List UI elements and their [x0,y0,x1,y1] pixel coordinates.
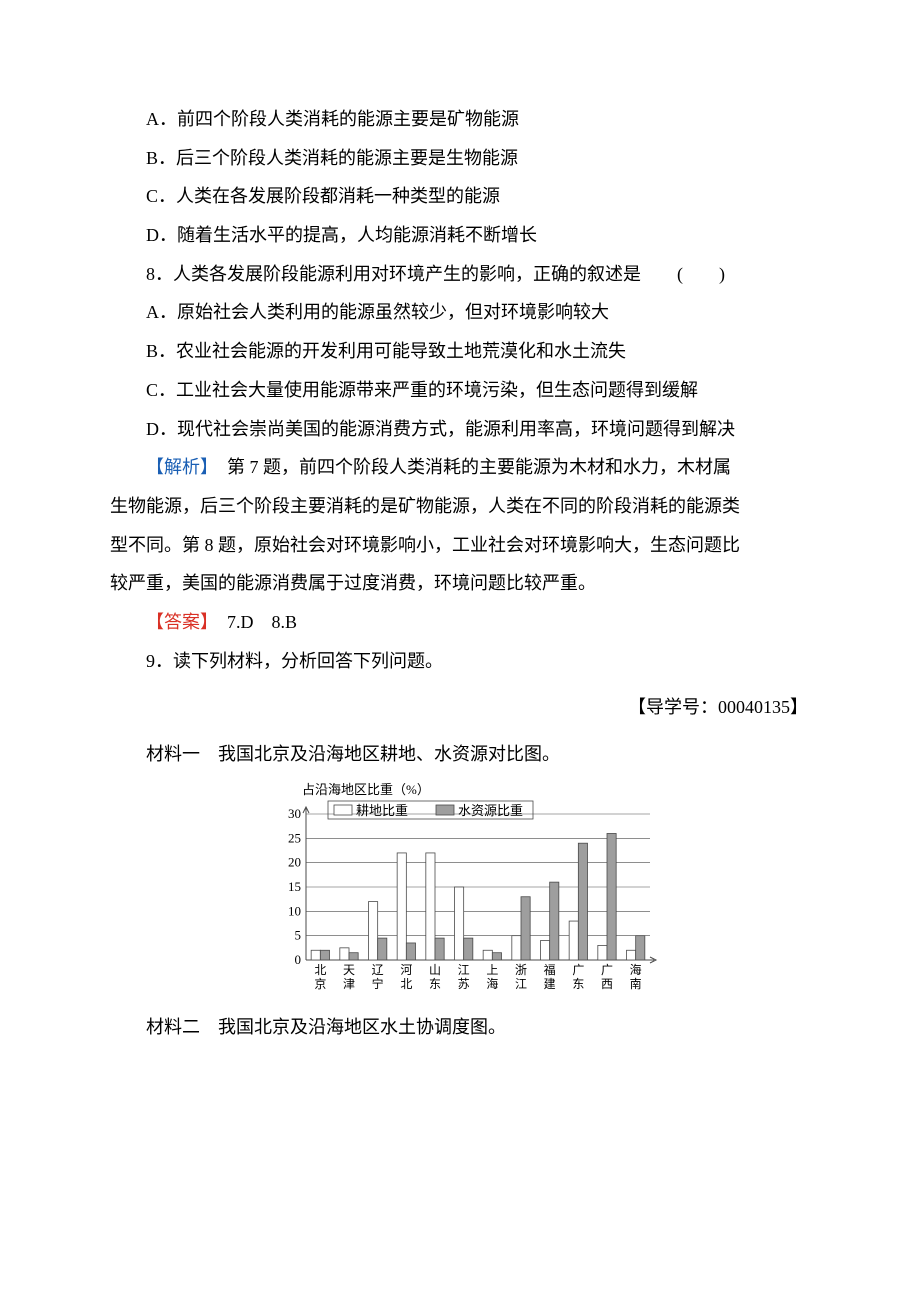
q8-stem: 8．人类各发展阶段能源利用对环境产生的影响，正确的叙述是 ( ) [110,255,810,294]
explain-label: 【解析】 [146,457,209,477]
svg-text:苏: 苏 [458,977,470,991]
q9-stem: 9．读下列材料，分析回答下列问题。 [110,642,810,681]
svg-text:津: 津 [343,977,355,991]
svg-text:宁: 宁 [372,976,384,991]
q8-option-b: B．农业社会能源的开发利用可能导致土地荒漠化和水土流失 [110,332,810,371]
svg-text:15: 15 [288,879,301,894]
answer-text: 7.D 8.B [209,612,297,632]
chart-container: 占沿海地区比重（%）051015202530耕地比重水资源比重北京天津辽宁河北山… [110,778,810,998]
q8-option-c: C．工业社会大量使用能源带来严重的环境污染，但生态问题得到缓解 [110,371,810,410]
svg-text:东: 东 [429,977,441,991]
svg-text:南: 南 [630,976,642,991]
explain-line2: 生物能源，后三个阶段主要消耗的是矿物能源，人类在不同的阶段消耗的能源类 [110,487,810,526]
svg-text:广: 广 [572,963,584,977]
q8-option-a: A．原始社会人类利用的能源虽然较少，但对环境影响较大 [110,293,810,332]
answer-line: 【答案】 7.D 8.B [110,603,810,642]
svg-text:辽: 辽 [372,963,384,977]
svg-text:江: 江 [458,963,470,977]
reference-number: 【导学号：00040135】 [110,688,810,727]
answer-label: 【答案】 [146,612,209,632]
svg-text:西: 西 [601,977,613,991]
svg-text:占沿海地区比重（%）: 占沿海地区比重（%） [302,782,430,797]
explain-text1: 第 7 题，前四个阶段人类消耗的主要能源为木材和水力，木材属 [209,457,731,477]
svg-text:建: 建 [544,977,556,991]
option-d: D．随着生活水平的提高，人均能源消耗不断增长 [110,216,810,255]
svg-text:山: 山 [429,963,441,977]
svg-text:福: 福 [544,962,556,977]
svg-text:北: 北 [400,977,412,991]
svg-text:25: 25 [288,830,301,845]
explain-line4: 较严重，美国的能源消费属于过度消费，环境问题比较严重。 [110,564,810,603]
svg-text:天: 天 [343,963,355,977]
svg-text:东: 东 [572,977,584,991]
q8-option-d: D．现代社会崇尚美国的能源消费方式，能源利用率高，环境问题得到解决 [110,410,810,449]
explain-line3: 型不同。第 8 题，原始社会对环境影响小，工业社会对环境影响大，生态问题比 [110,526,810,565]
material2-title: 材料二 我国北京及沿海地区水土协调度图。 [110,1008,810,1047]
material1-title: 材料一 我国北京及沿海地区耕地、水资源对比图。 [110,735,810,774]
svg-text:水资源比重: 水资源比重 [458,803,523,818]
option-a: A．前四个阶段人类消耗的能源主要是矿物能源 [110,100,810,139]
svg-text:5: 5 [295,927,302,942]
explain-line1: 【解析】 第 7 题，前四个阶段人类消耗的主要能源为木材和水力，木材属 [110,448,810,487]
svg-text:江: 江 [515,977,527,991]
svg-text:20: 20 [288,854,301,869]
svg-text:河: 河 [400,963,412,977]
svg-text:耕地比重: 耕地比重 [356,803,408,818]
svg-text:浙: 浙 [515,963,527,977]
svg-text:北: 北 [314,963,326,977]
option-b: B．后三个阶段人类消耗的能源主要是生物能源 [110,139,810,178]
svg-text:海: 海 [486,976,498,991]
svg-text:10: 10 [288,903,301,918]
option-c: C．人类在各发展阶段都消耗一种类型的能源 [110,177,810,216]
bar-chart: 占沿海地区比重（%）051015202530耕地比重水资源比重北京天津辽宁河北山… [260,778,660,998]
svg-text:京: 京 [314,977,326,991]
svg-text:上: 上 [486,963,498,977]
svg-text:0: 0 [295,952,302,967]
svg-text:海: 海 [630,962,642,977]
svg-text:广: 广 [601,963,613,977]
svg-text:30: 30 [288,806,301,821]
